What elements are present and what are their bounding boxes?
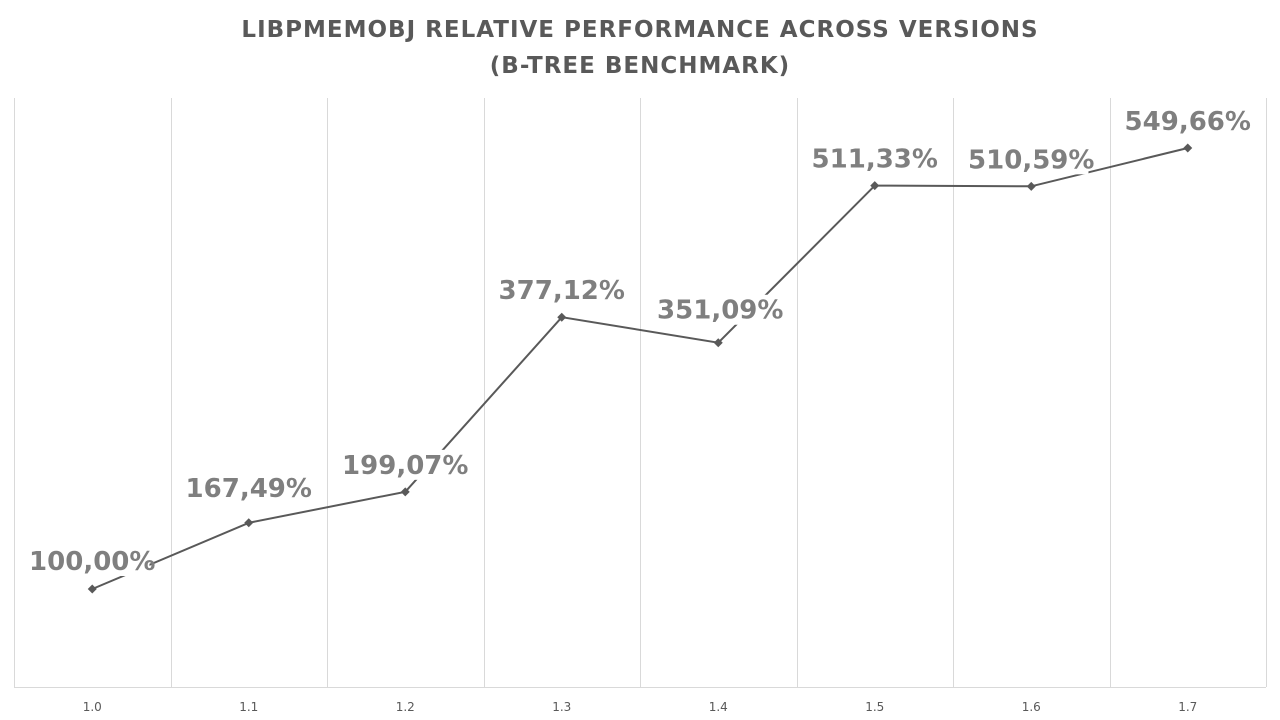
data-point-marker xyxy=(1026,181,1036,191)
series-line xyxy=(91,147,1189,590)
data-point-marker xyxy=(1183,143,1193,153)
x-tick-label: 1.4 xyxy=(709,700,728,714)
data-point-marker xyxy=(713,338,723,348)
data-label-background xyxy=(504,275,619,306)
x-tick-label: 1.6 xyxy=(1022,700,1041,714)
data-label: 100,00% xyxy=(29,547,155,577)
data-point-marker xyxy=(87,584,97,594)
x-tick-label: 1.5 xyxy=(865,700,884,714)
data-point-marker xyxy=(870,181,880,191)
data-label-background xyxy=(817,143,932,174)
data-label: 511,33% xyxy=(812,145,938,175)
data-label: 167,49% xyxy=(186,474,312,504)
x-tick-label: 1.1 xyxy=(239,700,258,714)
data-label-background xyxy=(1130,106,1245,136)
data-label-background xyxy=(191,472,306,503)
x-tick-label: 1.2 xyxy=(396,700,415,714)
data-label: 351,09% xyxy=(657,296,783,326)
data-label-background xyxy=(663,294,778,325)
data-point-marker xyxy=(400,487,410,497)
data-label-background xyxy=(974,144,1089,175)
chart-title-line-2: (B-TREE BENCHMARK) xyxy=(489,53,791,79)
data-label: 549,66% xyxy=(1125,107,1251,137)
data-label-background xyxy=(35,546,150,576)
x-tick-label: 1.0 xyxy=(83,700,102,714)
data-point-marker xyxy=(557,312,567,322)
x-tick-label: 1.3 xyxy=(552,700,571,714)
data-point-marker xyxy=(244,518,254,528)
chart-title-line-1: LIBPMEMOBJ RELATIVE PERFORMANCE ACROSS V… xyxy=(241,17,1039,43)
data-label: 199,07% xyxy=(342,451,468,481)
data-label: 377,12% xyxy=(499,276,625,306)
data-label-background xyxy=(348,449,463,480)
x-tick-label: 1.7 xyxy=(1178,700,1197,714)
data-label: 510,59% xyxy=(968,145,1094,175)
